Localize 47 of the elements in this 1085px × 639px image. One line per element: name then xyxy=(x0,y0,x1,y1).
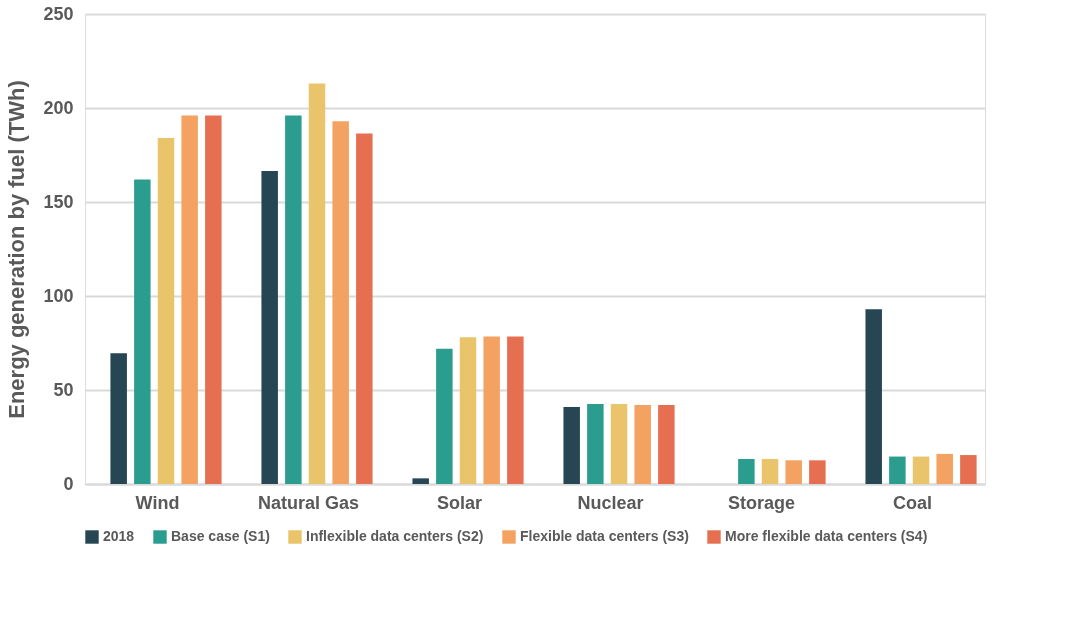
x-tick-label: Storage xyxy=(727,492,796,513)
y-tick-label: 250 xyxy=(43,3,74,24)
legend-label: Inflexible data centers (S2) xyxy=(306,528,484,544)
bar xyxy=(308,83,326,484)
bar xyxy=(936,453,953,484)
bar xyxy=(157,138,175,484)
x-tick-label: Nuclear xyxy=(577,492,644,513)
y-tick-label: 50 xyxy=(53,379,74,400)
x-tick-label: Natural Gas xyxy=(257,492,360,513)
bar xyxy=(634,405,651,484)
bar xyxy=(483,336,500,484)
bar xyxy=(285,115,302,484)
bar xyxy=(761,459,779,484)
bar xyxy=(412,478,429,484)
bar xyxy=(809,460,826,484)
bar xyxy=(912,456,930,484)
bar xyxy=(332,121,349,484)
y-tick-label: 0 xyxy=(63,473,74,494)
bar xyxy=(459,337,477,484)
bar xyxy=(436,348,453,484)
bar xyxy=(507,336,524,484)
bar xyxy=(865,309,882,484)
bar xyxy=(261,170,278,484)
bar xyxy=(205,115,222,484)
x-tick-label: Wind xyxy=(135,492,180,513)
legend-label: Flexible data centers (S3) xyxy=(520,528,689,544)
legend-label: More flexible data centers (S4) xyxy=(725,528,928,544)
bar xyxy=(134,179,151,484)
bar xyxy=(960,455,977,484)
bar xyxy=(889,456,906,484)
bar xyxy=(587,404,604,484)
x-tick-label: Solar xyxy=(436,492,483,513)
bar xyxy=(356,133,373,484)
legend-label: 2018 xyxy=(103,528,135,544)
bar xyxy=(658,405,675,484)
x-tick-label: Coal xyxy=(893,492,933,513)
y-axis-title: Energy generation by fuel (TWh) xyxy=(4,80,30,419)
y-tick-label: 100 xyxy=(43,285,74,306)
bar xyxy=(785,460,802,484)
bar xyxy=(181,115,198,484)
legend-label: Base case (S1) xyxy=(171,528,270,544)
y-tick-label: 150 xyxy=(43,191,74,212)
bar xyxy=(610,404,628,484)
bar xyxy=(738,459,755,484)
y-tick-label: 200 xyxy=(43,97,74,118)
bar xyxy=(110,353,127,484)
bar xyxy=(563,406,580,484)
